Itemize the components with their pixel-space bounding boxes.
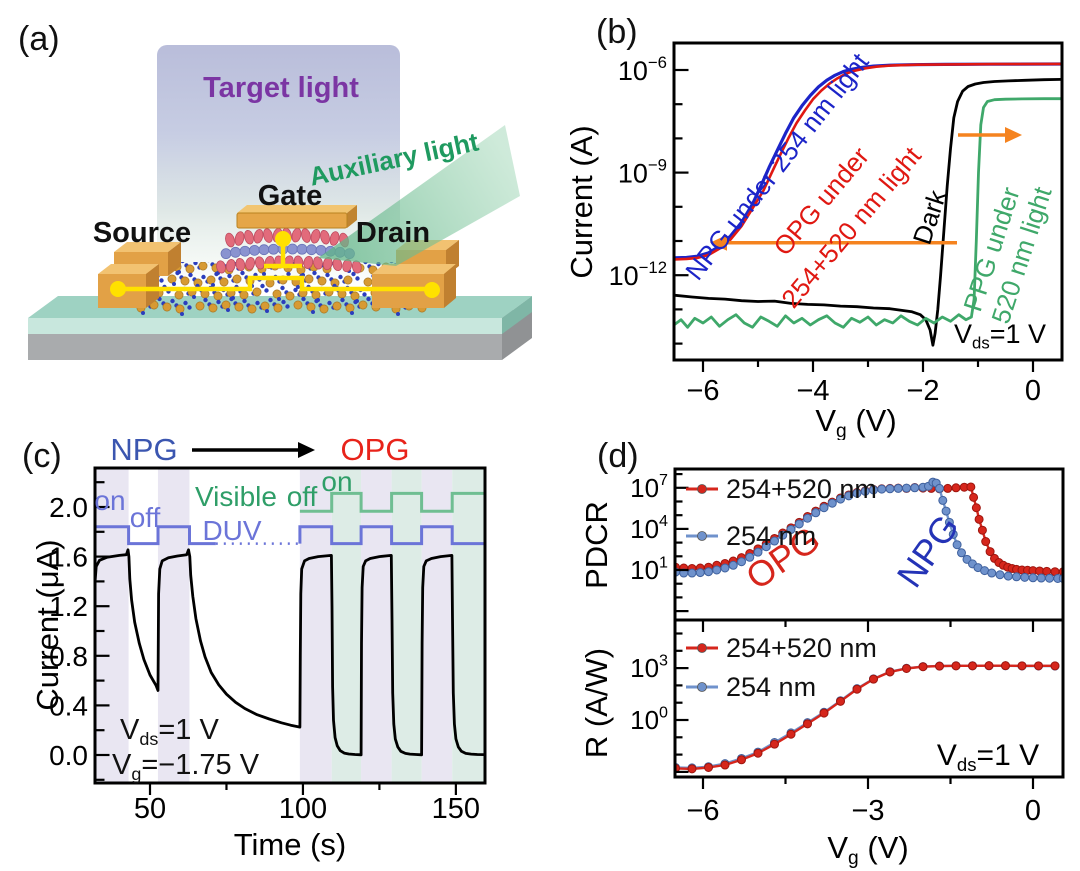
axis-ticks <box>676 632 1035 789</box>
axis-ticks <box>675 68 1035 372</box>
axis-tick-labels: 0.0 0.4 0.8 1.2 1.6 2.0 50 100 150 <box>49 492 480 825</box>
x-axis-title: Vg (V) <box>815 403 896 440</box>
legend-label: 254 nm <box>726 521 816 551</box>
panel-a-letter: (a) <box>18 20 60 58</box>
svg-text:0.0: 0.0 <box>49 740 88 771</box>
bias-annotation: Vds=1 V <box>937 739 1039 775</box>
axis-ticks <box>96 481 457 795</box>
log-tick-label: 10−9 <box>618 155 667 188</box>
panel-b-letter: (b) <box>596 13 638 51</box>
panel-d-series <box>675 477 1063 583</box>
svg-text:−4: −4 <box>796 375 829 407</box>
legend-label: 254+520 nm <box>726 474 877 504</box>
y-axis-title: Current (A) <box>564 125 599 278</box>
legend: 254+520 nm 254 nm <box>686 474 877 551</box>
header-npg: NPG <box>110 432 177 467</box>
gate-label: Gate <box>257 180 323 212</box>
legend: 254+520 nm 254 nm <box>686 633 877 702</box>
svg-text:0.4: 0.4 <box>49 690 88 721</box>
svg-text:100: 100 <box>279 793 327 825</box>
wave-label: Visible <box>195 481 277 512</box>
light-pulse-waves <box>95 491 485 546</box>
y-axis-title: Current (μA) <box>30 539 65 710</box>
curve-label: NPG <box>889 507 967 594</box>
axis-tick-labels: 10−6 10−9 10−12 −6 −4 −2 0 <box>609 53 1042 407</box>
legend-label: 254 nm <box>726 672 816 702</box>
wave-label: DUV <box>202 515 261 546</box>
svg-text:−2: −2 <box>906 375 939 407</box>
bias-annotation: Vds=1 V <box>120 714 219 749</box>
svg-text:1.6: 1.6 <box>49 542 88 573</box>
circuit-terminals <box>110 231 440 298</box>
bias-annotation: Vg=−1.75 V <box>112 749 260 784</box>
wave-label: off <box>287 481 318 512</box>
log-tick-label: 10−12 <box>609 258 667 291</box>
x-axis-title: Time (s) <box>234 827 347 862</box>
shift-arrows <box>710 127 1022 251</box>
svg-text:0: 0 <box>1025 375 1041 407</box>
log-tick-label: 107 <box>630 471 668 503</box>
x-axis-title: Vg (V) <box>827 830 908 869</box>
y-axis-title-pdcr: PDCR <box>579 501 614 589</box>
svg-text:−3: −3 <box>851 795 884 827</box>
panel-d-series <box>675 661 1060 774</box>
header-opg: OPG <box>341 432 410 467</box>
panel-a-device-schematic <box>28 45 532 360</box>
target-light-label: Target light <box>203 72 359 104</box>
series-photocurrent <box>95 548 485 757</box>
drain-label: Drain <box>355 217 431 249</box>
svg-text:0: 0 <box>1025 795 1041 827</box>
auxiliary-light-beam <box>318 125 520 266</box>
series-dark <box>674 78 1062 347</box>
log-tick-label: 101 <box>630 553 668 585</box>
panel-c-letter: (c) <box>22 437 62 475</box>
log-tick-label: 103 <box>630 651 668 683</box>
npg-to-opg-arrow <box>192 442 315 458</box>
y-axis-title-r: R (A/W) <box>579 648 614 758</box>
svg-text:−6: −6 <box>686 375 719 407</box>
log-tick-label: 10−6 <box>618 53 667 86</box>
svg-text:1.2: 1.2 <box>49 591 88 622</box>
wave-label: off <box>130 502 161 533</box>
series-ppg-under-520-nm-light <box>674 97 1062 329</box>
log-tick-label: 104 <box>630 512 668 544</box>
svg-text:−6: −6 <box>686 795 719 827</box>
svg-text:50: 50 <box>134 793 166 825</box>
source-label: Source <box>92 217 192 249</box>
wave-label: on <box>321 466 352 497</box>
plot-frame <box>93 466 487 785</box>
bias-annotation: Vds=1 V <box>954 319 1046 352</box>
legend-label: 254+520 nm <box>726 633 877 663</box>
target-light-beam <box>157 45 400 295</box>
svg-text:150: 150 <box>432 793 480 825</box>
panel-c-time-response: 0.0 0.4 0.8 1.2 1.6 2.0 50 100 150 Current (μA) Ti… <box>30 432 487 862</box>
panel-d-letter: (d) <box>597 437 639 475</box>
log-tick-label: 100 <box>630 703 668 735</box>
illumination-bands <box>96 469 486 782</box>
svg-text:0.8: 0.8 <box>49 641 88 672</box>
axis-ticks <box>676 473 1035 632</box>
gate-electrode <box>236 205 357 229</box>
svg-text:2.0: 2.0 <box>49 492 88 523</box>
wave-label: on <box>94 485 125 516</box>
